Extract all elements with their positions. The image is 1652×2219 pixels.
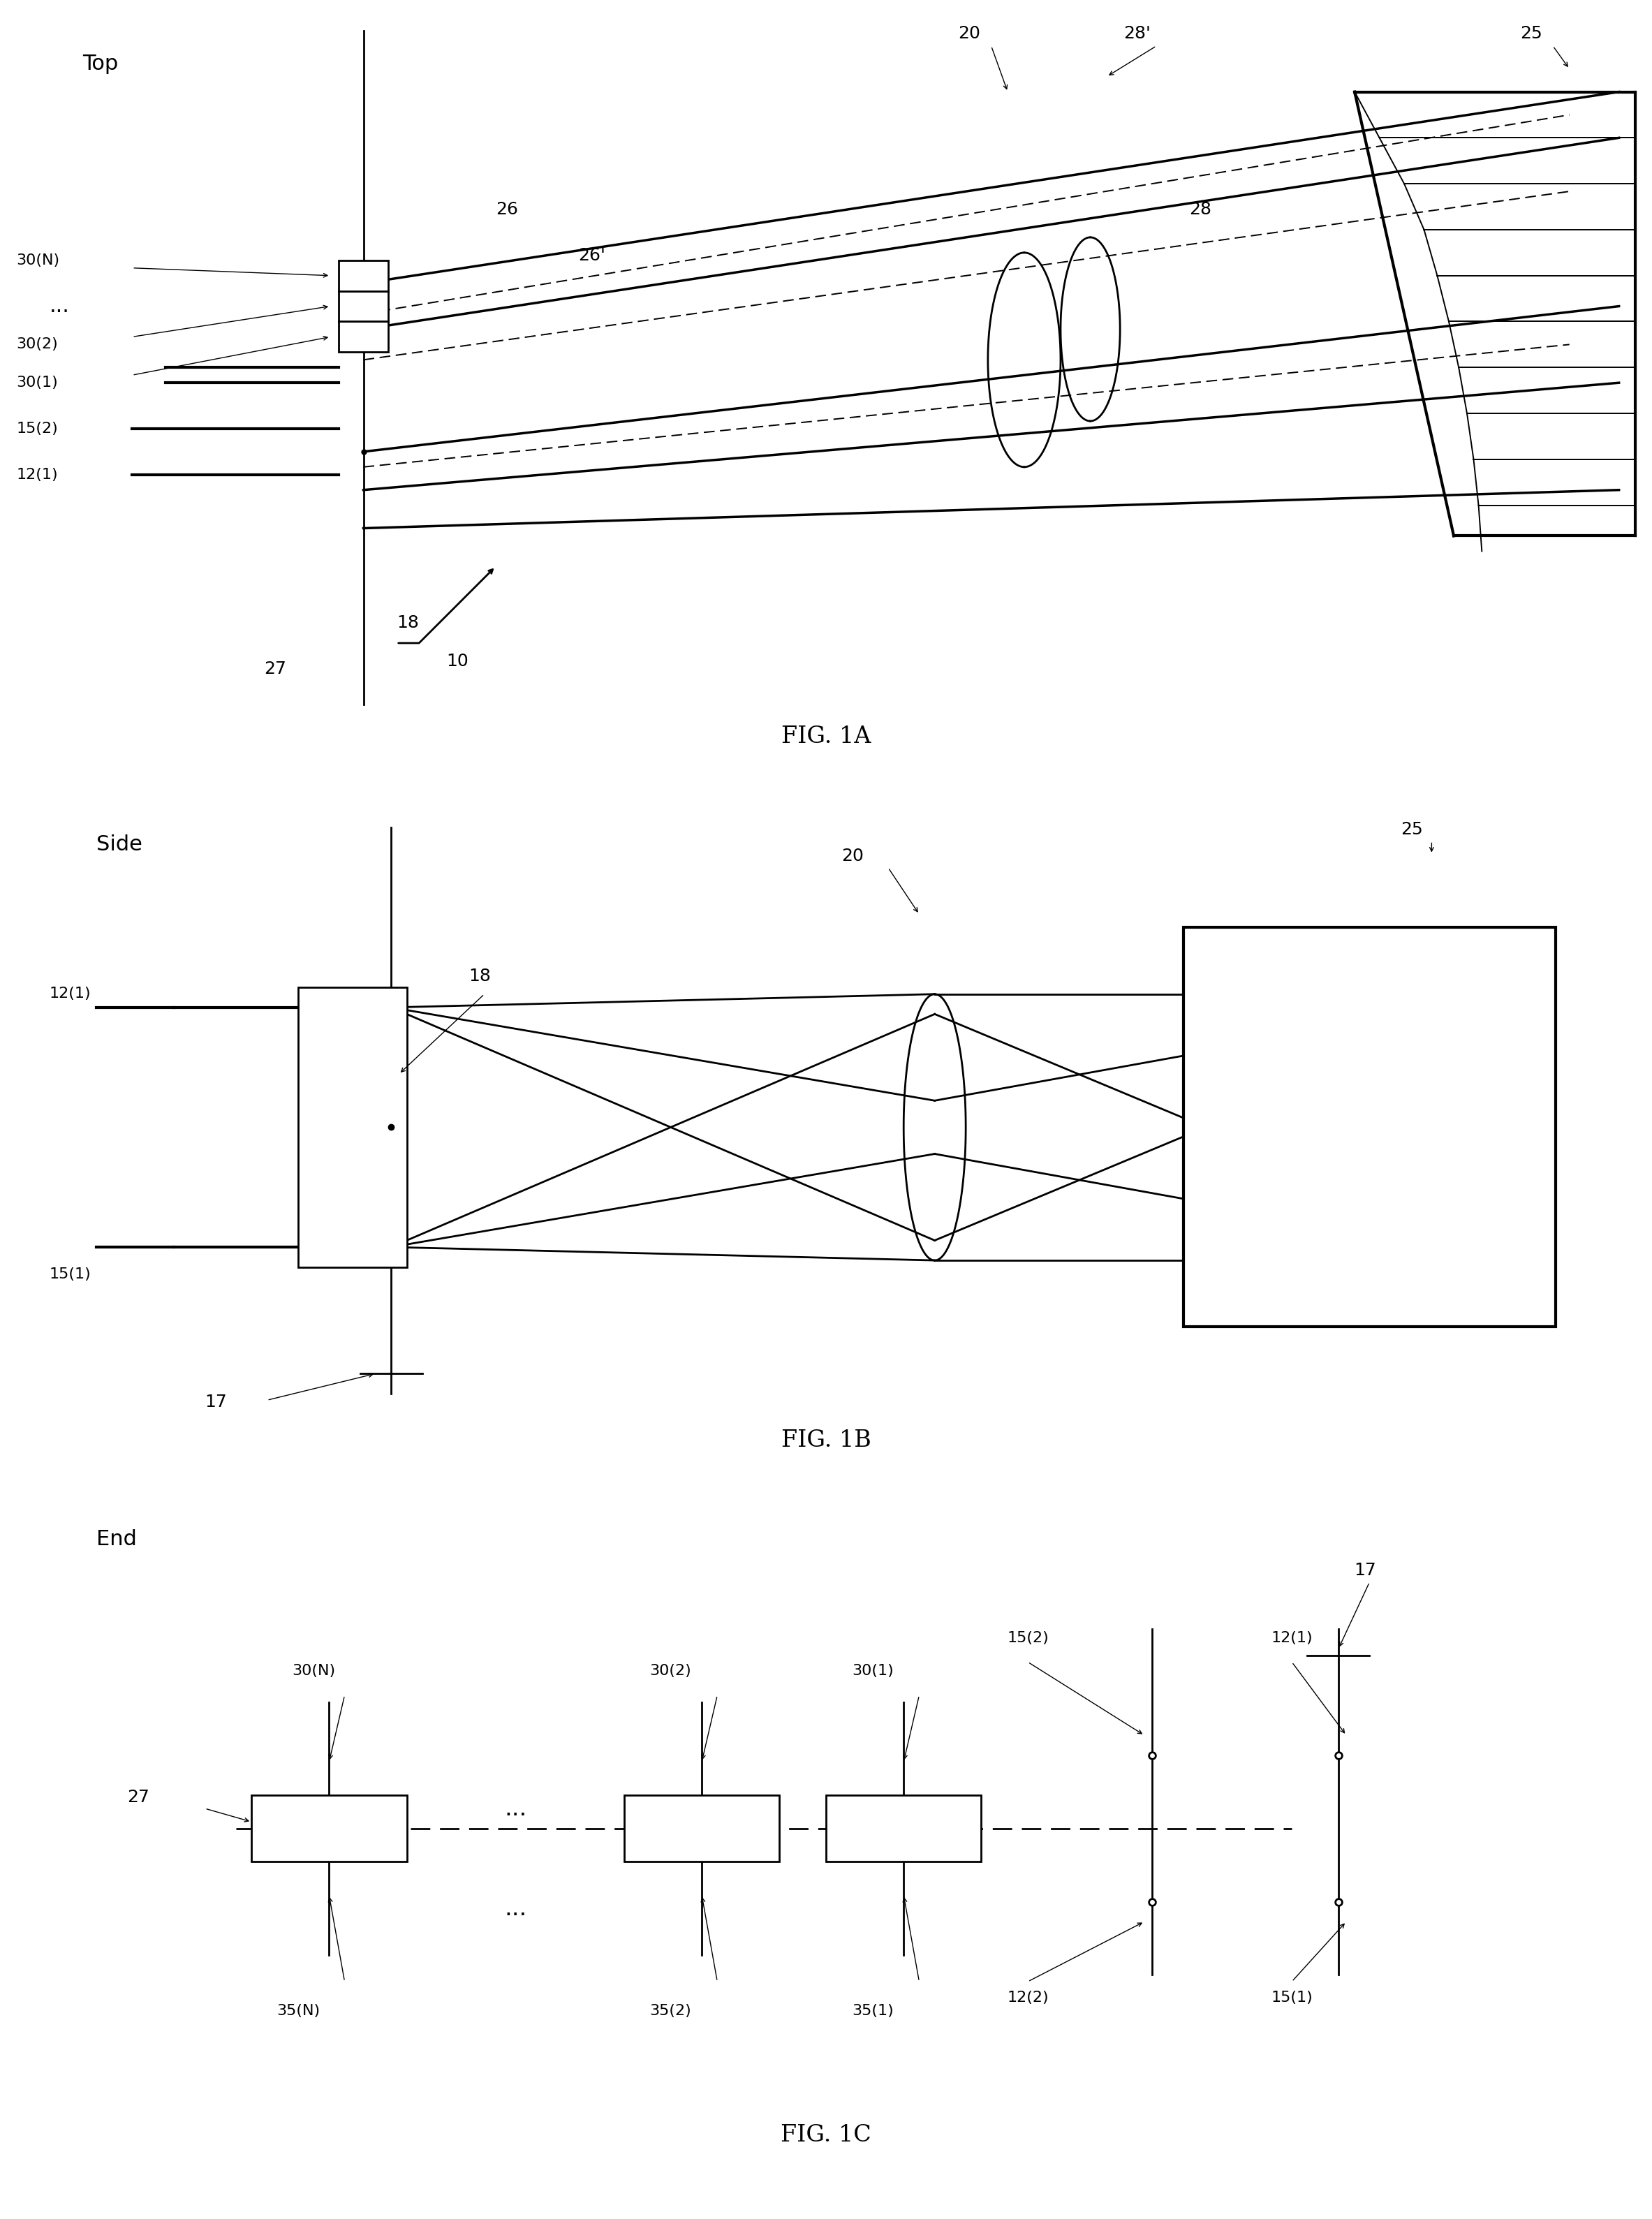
Text: 15(2): 15(2): [17, 422, 58, 435]
Text: Top: Top: [83, 53, 119, 73]
Text: 35(1): 35(1): [852, 2004, 894, 2017]
Bar: [826, 1795, 981, 1862]
Text: 30(N): 30(N): [292, 1664, 335, 1678]
Text: 30(2): 30(2): [17, 337, 58, 351]
Text: 18: 18: [469, 967, 491, 985]
Bar: [339, 260, 388, 291]
Text: 26: 26: [496, 202, 519, 217]
Text: 12(1): 12(1): [17, 468, 58, 482]
Text: FIG. 1A: FIG. 1A: [781, 726, 871, 748]
Text: 18: 18: [396, 615, 418, 630]
Text: 20: 20: [958, 24, 980, 42]
Text: ...: ...: [504, 1897, 527, 1919]
Text: 15(1): 15(1): [50, 1267, 91, 1280]
Bar: [251, 1795, 406, 1862]
Text: 30(2): 30(2): [649, 1664, 692, 1678]
Bar: [339, 322, 388, 353]
Text: ...: ...: [50, 295, 69, 317]
Text: FIG. 1B: FIG. 1B: [781, 1429, 871, 1451]
Bar: [1183, 928, 1556, 1327]
Text: 12(2): 12(2): [1008, 1990, 1049, 2004]
Text: 28: 28: [1189, 202, 1213, 217]
Text: 30(N): 30(N): [17, 253, 59, 266]
Text: 28': 28': [1123, 24, 1150, 42]
Text: 12(1): 12(1): [50, 987, 91, 1001]
Text: 30(1): 30(1): [852, 1664, 894, 1678]
Text: 12(1): 12(1): [1270, 1631, 1313, 1644]
Text: 15(2): 15(2): [1008, 1631, 1049, 1644]
Text: 17: 17: [205, 1394, 226, 1411]
Text: 17: 17: [1355, 1562, 1376, 1580]
Text: 20: 20: [841, 848, 864, 865]
Text: 10: 10: [446, 652, 468, 670]
Text: 35(N): 35(N): [276, 2004, 320, 2017]
Text: End: End: [96, 1529, 137, 1549]
Text: 27: 27: [127, 1789, 149, 1806]
Text: 26': 26': [578, 246, 605, 264]
Text: 30(1): 30(1): [17, 375, 58, 391]
Bar: [624, 1795, 780, 1862]
Bar: [339, 291, 388, 322]
Text: Side: Side: [96, 834, 142, 854]
Text: 35(2): 35(2): [649, 2004, 692, 2017]
Bar: [297, 987, 406, 1267]
Text: 25: 25: [1520, 24, 1541, 42]
Text: ...: ...: [504, 1797, 527, 1820]
Text: 27: 27: [264, 661, 286, 677]
Text: 25: 25: [1401, 821, 1422, 839]
Text: 15(1): 15(1): [1270, 1990, 1313, 2004]
Text: FIG. 1C: FIG. 1C: [781, 2124, 871, 2146]
